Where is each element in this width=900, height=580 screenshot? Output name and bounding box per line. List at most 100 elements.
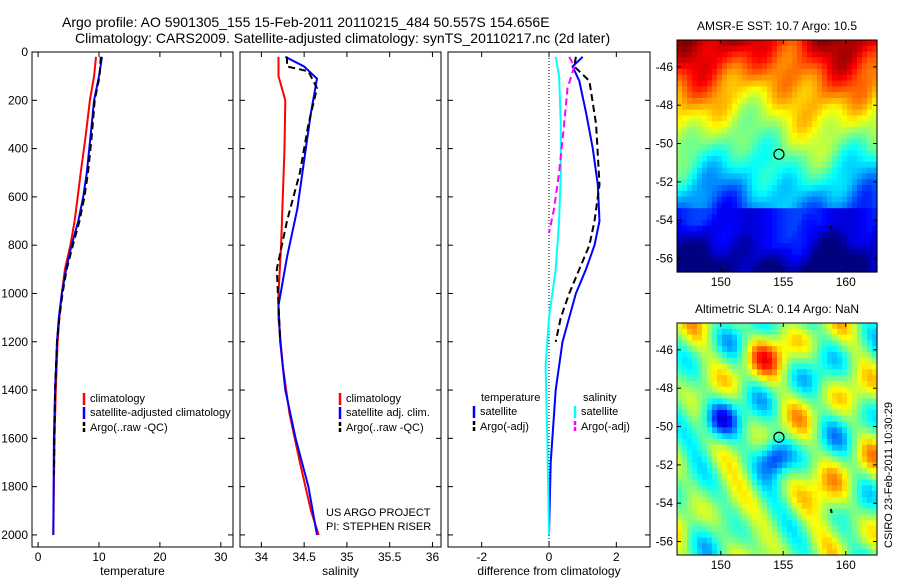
heatmap-cell <box>822 161 828 169</box>
heatmap-cell <box>762 386 768 394</box>
heatmap-cell <box>792 526 798 533</box>
heatmap-cell <box>712 219 718 227</box>
heatmap-cell <box>732 514 738 521</box>
heatmap-cell <box>737 450 743 457</box>
heatmap-cell <box>772 543 778 550</box>
heatmap-cell <box>827 51 833 58</box>
heatmap-cell <box>732 549 738 556</box>
heatmap-cell <box>747 427 753 434</box>
heatmap-cell <box>822 208 828 215</box>
heatmap-cell <box>797 427 803 434</box>
heatmap-cell <box>857 254 863 261</box>
heatmap-cell <box>742 357 748 365</box>
heatmap-cell <box>802 150 808 157</box>
heatmap-cell <box>727 185 733 192</box>
heatmap-cell <box>732 167 738 174</box>
heatmap-cell <box>682 357 688 365</box>
heatmap-cell <box>862 190 868 198</box>
heatmap-cell <box>677 502 683 510</box>
heatmap-cell <box>847 357 853 365</box>
heatmap-cell <box>762 121 768 128</box>
heatmap-cell <box>827 537 833 544</box>
heatmap-cell <box>857 375 863 382</box>
heatmap-cell <box>747 231 753 238</box>
heatmap-cell <box>842 479 848 486</box>
heatmap-cell <box>742 433 748 440</box>
heatmap-cell <box>732 127 738 134</box>
heatmap-cell <box>777 132 783 140</box>
heatmap-cell <box>712 80 718 87</box>
heatmap-cell <box>752 132 758 140</box>
heatmap-cell <box>787 444 793 452</box>
heatmap-cell <box>777 473 783 481</box>
heatmap-cell <box>742 92 748 99</box>
heatmap-cell <box>842 185 848 192</box>
heatmap-cell <box>747 103 753 111</box>
heatmap-cell <box>757 485 763 492</box>
heatmap-cell <box>707 69 713 76</box>
heatmap-cell <box>792 340 798 347</box>
heatmap-cell <box>737 185 743 192</box>
heatmap-cell <box>732 196 738 203</box>
heatmap-cell <box>817 121 823 128</box>
heatmap-cell <box>812 219 818 227</box>
heatmap-cell <box>797 138 803 145</box>
heatmap-cell <box>692 520 698 527</box>
heatmap-cell <box>847 508 853 515</box>
heatmap-cell <box>847 190 853 198</box>
heatmap-cell <box>842 150 848 157</box>
heatmap-cell <box>837 537 843 544</box>
x-tick-label: -2 <box>476 550 487 564</box>
heatmap-cell <box>817 444 823 452</box>
heatmap-cell <box>682 243 688 250</box>
heatmap-cell <box>832 248 838 256</box>
heatmap-cell <box>757 392 763 399</box>
heatmap-cell <box>857 444 863 452</box>
heatmap-cell <box>742 427 748 434</box>
heatmap-cell <box>677 369 683 376</box>
heatmap-cell <box>707 179 713 186</box>
heatmap-cell <box>677 74 683 82</box>
heatmap-cell <box>862 444 868 452</box>
heatmap-cell <box>802 456 808 463</box>
heatmap-cell <box>852 214 858 221</box>
heatmap-cell <box>752 150 758 157</box>
heatmap-cell <box>677 473 683 481</box>
heatmap-cell <box>817 456 823 463</box>
heatmap-cell <box>752 456 758 463</box>
heatmap-cell <box>677 127 683 134</box>
heatmap-cell <box>857 369 863 376</box>
heatmap-cell <box>772 69 778 76</box>
heatmap-cell <box>862 381 868 388</box>
heatmap-cell <box>842 421 848 428</box>
heatmap-cell <box>807 485 813 492</box>
legend-sal-argo: Argo(-adj) <box>581 421 630 433</box>
heatmap-cell <box>702 369 708 376</box>
x-axis-label: temperature <box>100 564 165 578</box>
heatmap-cell <box>687 543 693 550</box>
heatmap-cell <box>677 462 683 469</box>
heatmap-cell <box>847 161 853 169</box>
heatmap-cell <box>742 127 748 134</box>
heatmap-cell <box>827 115 833 122</box>
heatmap-cell <box>812 375 818 382</box>
heatmap-cell <box>697 526 703 533</box>
heatmap-cell <box>702 352 708 359</box>
heatmap-cell <box>787 526 793 533</box>
heatmap-cell <box>842 543 848 550</box>
heatmap-cell <box>682 57 688 64</box>
heatmap-cell <box>722 404 728 411</box>
heatmap-cell <box>732 51 738 58</box>
heatmap-cell <box>847 375 853 382</box>
heatmap-cell <box>707 144 713 151</box>
heatmap-cell <box>692 421 698 428</box>
heatmap-cell <box>722 375 728 382</box>
heatmap-cell <box>722 433 728 440</box>
heatmap-cell <box>832 86 838 93</box>
heatmap-cell <box>787 63 793 70</box>
heatmap-cell <box>852 415 858 423</box>
heatmap-cell <box>872 381 878 388</box>
heatmap-cell <box>692 208 698 215</box>
heatmap-cell <box>872 231 878 238</box>
heatmap-cell <box>832 115 838 122</box>
